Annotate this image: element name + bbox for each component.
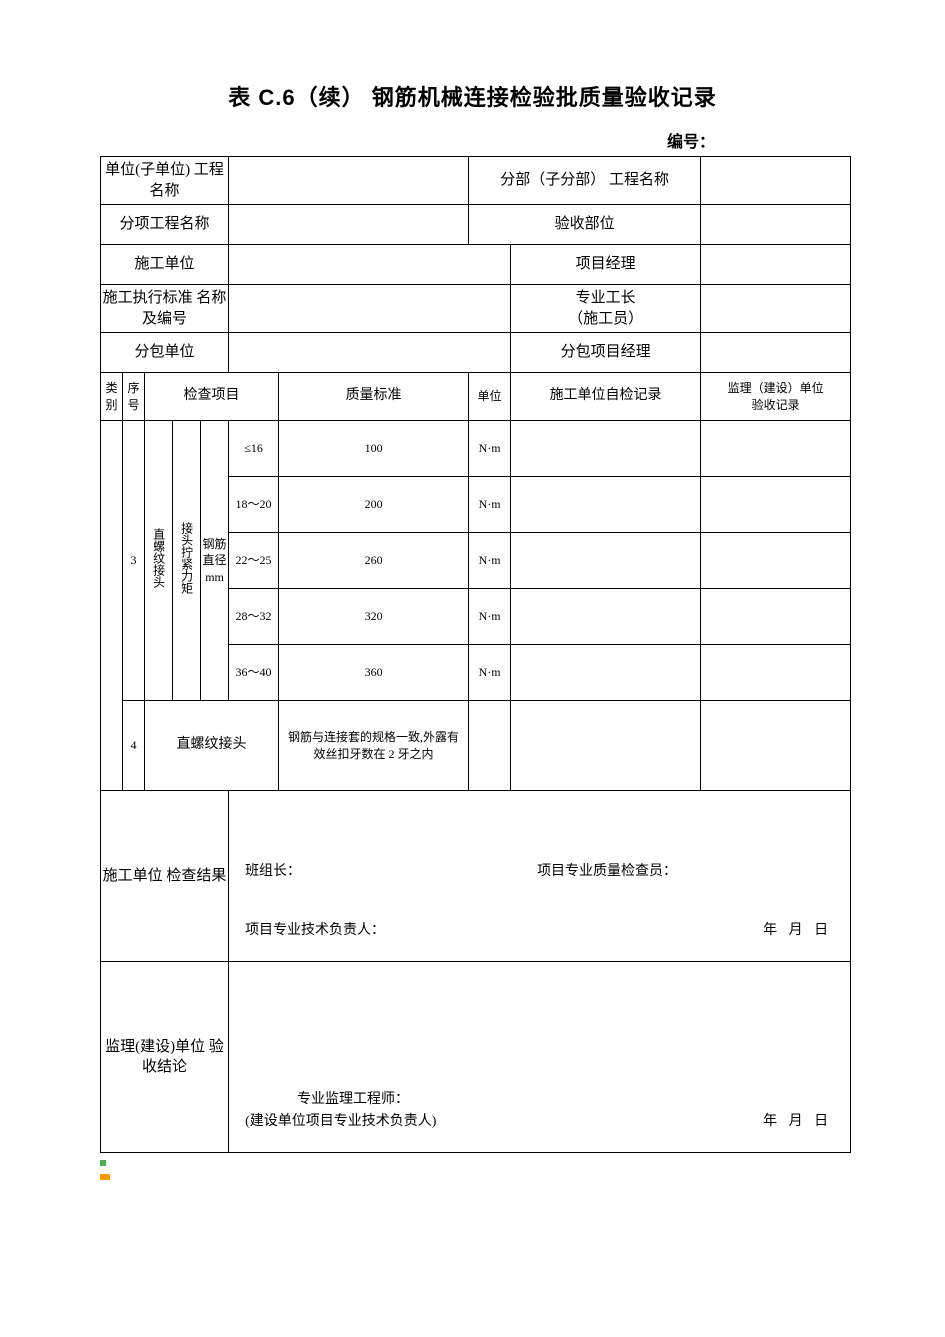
page-markers — [100, 1157, 845, 1185]
construction-date-label: 年 月 日 — [763, 922, 832, 941]
marker-orange-icon — [100, 1174, 110, 1180]
item4-name: 直螺纹接头 — [145, 701, 279, 791]
inspection-form-table: 单位(子单位) 工程名称 分部（子分部） 工程名称 分项工程名称 验收部位 施工… — [100, 156, 851, 1153]
col-seq: 序号 — [123, 373, 145, 421]
col-self-check: 施工单位自检记录 — [511, 373, 701, 421]
exec-standard-value — [229, 285, 511, 333]
subcontract-pm-value — [701, 333, 851, 373]
subitem-project-value — [229, 205, 469, 245]
category-cell — [101, 421, 123, 791]
page-title: 表 C.6（续） 钢筋机械连接检验批质量验收记录 — [100, 80, 845, 112]
construction-result-label: 施工单位 检查结果 — [101, 791, 229, 962]
subcontract-unit-value — [229, 333, 511, 373]
doc-number-label: 编号： — [100, 128, 845, 152]
division-project-value — [701, 157, 851, 205]
supervision-date-label: 年 月 日 — [763, 1113, 832, 1132]
unit-project-value — [229, 157, 469, 205]
project-manager-label: 项目经理 — [511, 245, 701, 285]
item3-unit-1: N·m — [469, 477, 511, 533]
item3-self-1 — [511, 477, 701, 533]
item3-std-1: 200 — [279, 477, 469, 533]
item3-self-0 — [511, 421, 701, 477]
item3-sup-2 — [701, 533, 851, 589]
acceptance-part-label: 验收部位 — [469, 205, 701, 245]
col-category: 类别 — [101, 373, 123, 421]
project-manager-value — [701, 245, 851, 285]
item4-standard: 钢筋与连接套的规格一致,外露有效丝扣牙数在 2 牙之内 — [279, 701, 469, 791]
foreman-label-l1: 专业工长 — [576, 290, 636, 306]
item3-col-b: 接头拧紧力矩 — [173, 421, 201, 701]
team-leader-label: 班组长： — [245, 863, 301, 882]
construction-unit-value — [229, 245, 511, 285]
item3-std-2: 260 — [279, 533, 469, 589]
item3-unit-0: N·m — [469, 421, 511, 477]
unit-project-label: 单位(子单位) 工程名称 — [101, 157, 229, 205]
seq-4: 4 — [123, 701, 145, 791]
item3-unit-4: N·m — [469, 645, 511, 701]
col-quality-standard: 质量标准 — [279, 373, 469, 421]
item3-spec-4: 36～40 — [229, 645, 279, 701]
construction-unit-label: 施工单位 — [101, 245, 229, 285]
doc-number-text: 编号： — [667, 134, 715, 151]
item3-std-3: 320 — [279, 589, 469, 645]
marker-green-icon — [100, 1160, 106, 1166]
foreman-label-l2: （施工员） — [568, 311, 643, 327]
item3-col-c: 钢筋直径 mm — [201, 421, 229, 701]
col-supervision-l2: 验收记录 — [752, 398, 800, 412]
item3-unit-2: N·m — [469, 533, 511, 589]
item3-sup-3 — [701, 589, 851, 645]
col-supervision: 监理（建设）单位 验收记录 — [701, 373, 851, 421]
supervision-conclusion-block: 专业监理工程师： (建设单位项目专业技术负责人) 年 月 日 — [229, 962, 851, 1153]
item3-self-2 — [511, 533, 701, 589]
col-unit: 单位 — [469, 373, 511, 421]
supervision-conclusion-label: 监理(建设)单位 验收结论 — [101, 962, 229, 1153]
item3-spec-2: 22～25 — [229, 533, 279, 589]
acceptance-part-value — [701, 205, 851, 245]
foreman-value — [701, 285, 851, 333]
item4-unit — [469, 701, 511, 791]
item3-self-3 — [511, 589, 701, 645]
supervision-engineer-label: 专业监理工程师： — [297, 1091, 409, 1110]
subcontract-pm-label: 分包项目经理 — [511, 333, 701, 373]
subitem-project-label: 分项工程名称 — [101, 205, 229, 245]
item3-std-4: 360 — [279, 645, 469, 701]
foreman-label: 专业工长 （施工员） — [511, 285, 701, 333]
item3-std-0: 100 — [279, 421, 469, 477]
quality-inspector-label: 项目专业质量检查员： — [537, 863, 677, 882]
col-inspection-item: 检查项目 — [145, 373, 279, 421]
item4-supervision — [701, 701, 851, 791]
item3-self-4 — [511, 645, 701, 701]
item3-sup-0 — [701, 421, 851, 477]
division-project-label: 分部（子分部） 工程名称 — [469, 157, 701, 205]
item3-spec-0: ≤16 — [229, 421, 279, 477]
item4-self-check — [511, 701, 701, 791]
exec-standard-label: 施工执行标准 名称及编号 — [101, 285, 229, 333]
item3-sup-1 — [701, 477, 851, 533]
item3-spec-1: 18～20 — [229, 477, 279, 533]
item3-sup-4 — [701, 645, 851, 701]
item3-spec-3: 28～32 — [229, 589, 279, 645]
item3-unit-3: N·m — [469, 589, 511, 645]
col-supervision-l1: 监理（建设）单位 — [728, 381, 824, 395]
item3-col-a: 直螺纹接头 — [145, 421, 173, 701]
subcontract-unit-label: 分包单位 — [101, 333, 229, 373]
seq-3: 3 — [123, 421, 145, 701]
tech-leader-label: 项目专业技术负责人： — [245, 922, 385, 941]
owner-tech-leader-label: (建设单位项目专业技术负责人) — [245, 1113, 436, 1132]
construction-result-block: 班组长： 项目专业质量检查员： 项目专业技术负责人： 年 月 日 — [229, 791, 851, 962]
